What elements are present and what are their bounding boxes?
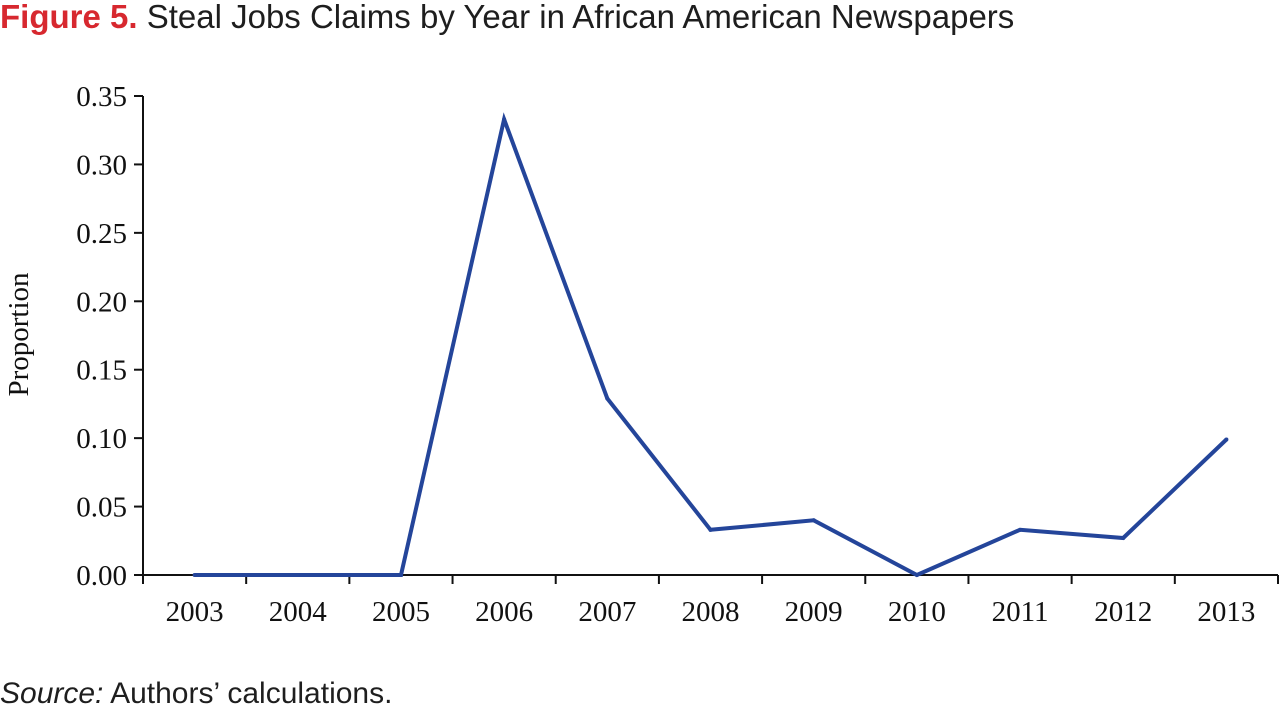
data-point [811,518,816,523]
data-point [295,573,300,577]
data-point [1224,437,1229,442]
y-tick-label: 0.15 [76,355,127,387]
figure-label: Figure 5. [0,0,138,35]
source-label: Source: [0,677,104,710]
x-tick-label: 2013 [1197,596,1255,628]
figure-title-text: Steal Jobs Claims by Year in African Ame… [146,0,1015,35]
x-tick-label: 2004 [269,596,328,628]
y-tick-label: 0.25 [76,218,127,250]
figure-title: Figure 5. Steal Jobs Claims by Year in A… [0,0,1014,38]
data-point [1121,536,1126,541]
data-point [708,527,713,532]
y-tick-label: 0.00 [76,560,127,592]
x-tick-label: 2007 [578,596,636,628]
x-tick-label: 2008 [682,596,740,628]
x-tick-label: 2005 [372,596,430,628]
x-tick-label: 2010 [888,596,946,628]
data-point [502,117,507,122]
source-text: Authors’ calculations. [110,677,393,710]
y-tick-label: 0.35 [76,81,127,113]
y-tick-label: 0.30 [76,149,127,181]
x-tick-label: 2011 [992,596,1049,628]
x-axis-ticks: 2003 2004 2005 2006 2007 2008 2009 2010 2011 2012… [142,575,1279,628]
data-point [914,573,919,577]
y-axis-ticks: 0.00 0.05 0.10 0.15 0.20 0.25 0.30 0.35 [76,81,143,592]
x-tick-label: 2009 [785,596,843,628]
data-point [1018,527,1023,532]
source-note: Source: Authors’ calculations. [0,676,392,712]
data-point [192,573,197,577]
data-point [605,396,610,401]
x-tick-label: 2012 [1094,596,1152,628]
series-line [194,112,1228,578]
x-tick-label: 2006 [475,596,533,628]
y-tick-label: 0.05 [76,492,127,524]
series-group [192,112,1229,578]
y-axis-title: Proportion [3,272,35,397]
data-point [398,573,403,577]
y-tick-label: 0.20 [76,286,127,318]
x-tick-label: 2003 [166,596,224,628]
y-tick-label: 0.10 [76,423,127,455]
